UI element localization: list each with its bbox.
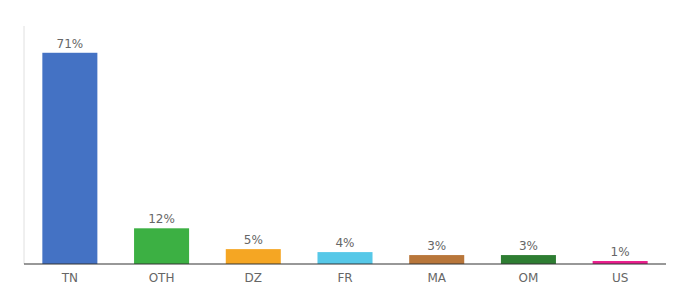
data-label: 3% [427,239,446,253]
bar [226,249,281,264]
x-tick-label: MA [427,271,446,285]
x-tick-label: OM [519,271,539,285]
x-tick-label: TN [61,271,78,285]
x-tick-label: US [612,271,628,285]
x-tick-label: FR [337,271,352,285]
data-label: 1% [611,245,630,259]
bar [501,255,556,264]
data-label: 12% [148,212,175,226]
chart-container: 71% 12% 5% 4% 3% 3% 1% TN OTH DZ FR MA OM US [0,0,680,300]
bar [42,53,97,264]
data-labels: 71% 12% 5% 4% 3% 3% 1% [57,37,630,259]
bar [134,228,189,264]
chart: 71% 12% 5% 4% 3% 3% 1% TN OTH DZ FR MA OM US [0,0,680,300]
bars [42,53,647,264]
x-tick-label: DZ [245,271,262,285]
data-label: 4% [335,236,354,250]
x-tick-label: OTH [149,271,175,285]
data-label: 71% [57,37,84,51]
data-label: 5% [244,233,263,247]
x-tick-labels: TN OTH DZ FR MA OM US [61,271,629,285]
bar [409,255,464,264]
bar [317,252,372,264]
data-label: 3% [519,239,538,253]
x-axis-line [24,263,666,264]
y-axis-line [24,26,25,264]
